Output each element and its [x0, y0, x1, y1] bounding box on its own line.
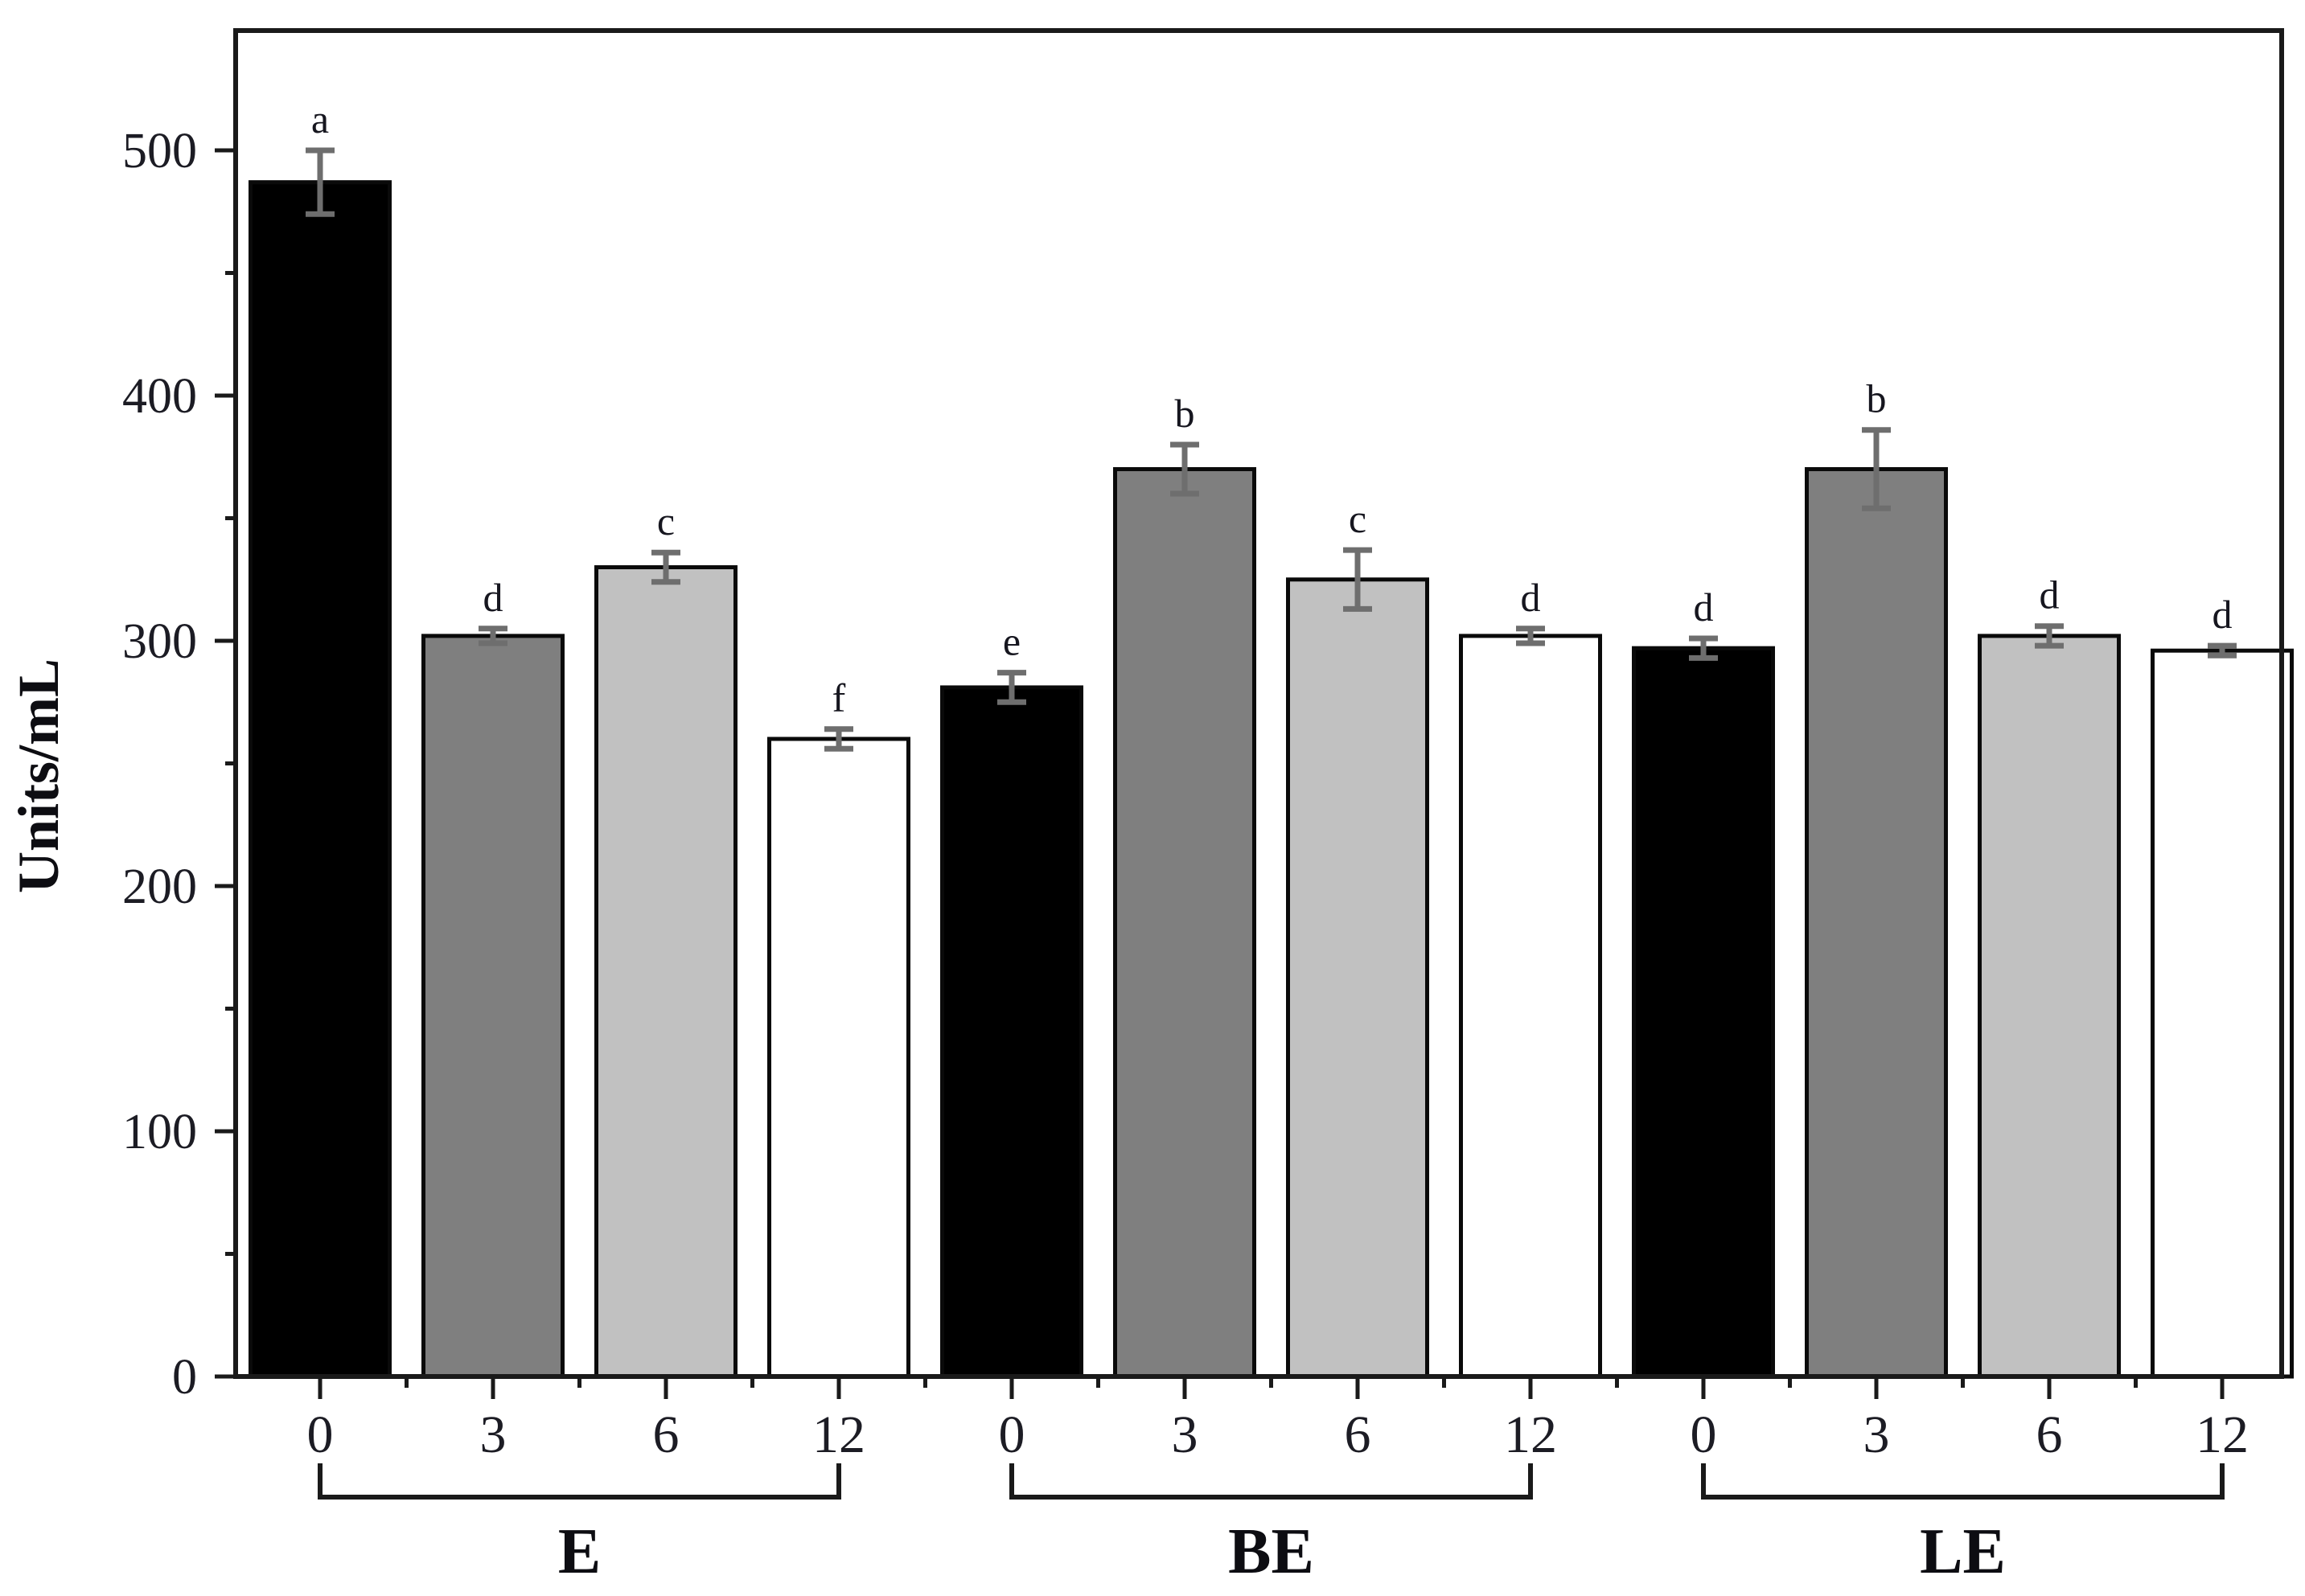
y-tick-label: 500	[122, 124, 197, 178]
y-tick-label: 300	[122, 614, 197, 669]
bar	[1113, 467, 1256, 1379]
x-tick-label: 3	[1863, 1405, 1890, 1464]
group-bracket	[1701, 1463, 2225, 1500]
bar	[421, 634, 565, 1379]
x-tick-label: 3	[480, 1405, 507, 1464]
significance-letter: d	[1694, 585, 1714, 630]
y-tick-label: 0	[172, 1350, 197, 1405]
bars-layer	[249, 147, 2294, 1379]
significance-letter: d	[2040, 572, 2060, 617]
bar	[1459, 634, 1602, 1379]
x-tick-label: 0	[999, 1405, 1025, 1464]
group-label: E	[558, 1516, 601, 1587]
y-tick-label: 200	[122, 860, 197, 914]
bar	[594, 565, 738, 1379]
bar	[1805, 467, 1948, 1379]
significance-letter: b	[1175, 391, 1195, 436]
plot-frame	[233, 28, 2284, 1379]
axis-layer	[215, 28, 2284, 1399]
x-tick-label: 12	[1504, 1405, 1557, 1464]
bar	[249, 180, 392, 1379]
group-bracket	[318, 1463, 841, 1500]
bar	[1632, 646, 1775, 1379]
significance-letter: d	[1521, 575, 1541, 620]
y-tick-label: 400	[122, 369, 197, 424]
x-tick-label: 6	[2036, 1405, 2063, 1464]
significance-letter: b	[1867, 376, 1887, 421]
y-tick-label: 100	[122, 1105, 197, 1159]
significance-letter: f	[832, 675, 846, 720]
x-tick-label: 3	[1172, 1405, 1198, 1464]
significance-letter: d	[483, 575, 503, 620]
x-tick-label: 0	[307, 1405, 334, 1464]
x-tick-label: 0	[1691, 1405, 1717, 1464]
bar	[1978, 634, 2121, 1379]
x-tick-label: 12	[812, 1405, 865, 1464]
bar	[1286, 577, 1429, 1379]
group-bracket	[1009, 1463, 1533, 1500]
x-tick-label: 6	[653, 1405, 680, 1464]
group-label: LE	[1920, 1516, 2006, 1587]
annotations-layer: a 0 d 3 c 6 f 12 e 0 b 3 c 6 d 12 d 0 b 3 d 6 d 12 0 100 200 300 400…	[122, 96, 2249, 1587]
significance-letter: a	[311, 96, 329, 142]
x-tick-label: 6	[1345, 1405, 1371, 1464]
significance-letter: c	[657, 498, 675, 544]
significance-letter: d	[2213, 592, 2233, 637]
bar	[940, 685, 1083, 1379]
bar	[2151, 648, 2294, 1379]
significance-letter: c	[1349, 496, 1366, 541]
group-label: BE	[1228, 1516, 1314, 1587]
y-axis-title: Units/mL	[6, 659, 71, 893]
x-tick-label: 12	[2196, 1405, 2249, 1464]
significance-letter: e	[1003, 619, 1021, 664]
bar	[767, 736, 910, 1379]
